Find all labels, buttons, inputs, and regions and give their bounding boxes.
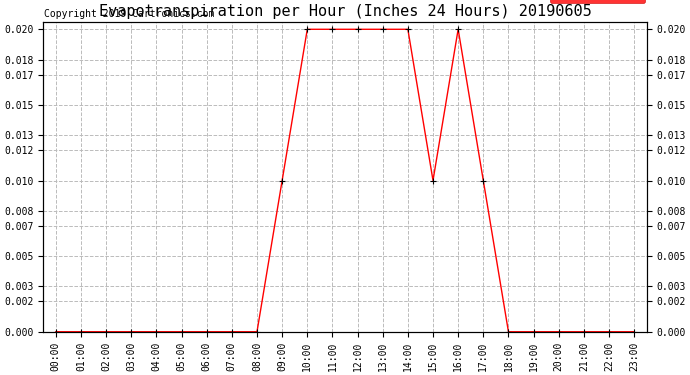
- Point: [428, 177, 439, 183]
- Text: Copyright 2019 Cartronics.com: Copyright 2019 Cartronics.com: [44, 9, 214, 19]
- Point: [151, 329, 162, 335]
- Point: [604, 329, 615, 335]
- Point: [477, 177, 489, 183]
- Point: [226, 329, 237, 335]
- Point: [251, 329, 262, 335]
- Point: [176, 329, 187, 335]
- Point: [302, 26, 313, 32]
- Point: [126, 329, 137, 335]
- Point: [528, 329, 539, 335]
- Point: [578, 329, 589, 335]
- Point: [377, 26, 388, 32]
- Point: [402, 26, 413, 32]
- Point: [352, 26, 363, 32]
- Point: [453, 26, 464, 32]
- Point: [277, 177, 288, 183]
- Point: [629, 329, 640, 335]
- Title: Evapotranspiration per Hour (Inches 24 Hours) 20190605: Evapotranspiration per Hour (Inches 24 H…: [99, 4, 591, 19]
- Point: [553, 329, 564, 335]
- Point: [201, 329, 213, 335]
- Point: [503, 329, 514, 335]
- Point: [75, 329, 86, 335]
- Point: [327, 26, 338, 32]
- Point: [101, 329, 112, 335]
- Point: [50, 329, 61, 335]
- Legend: ET  (Inches): ET (Inches): [550, 0, 644, 3]
